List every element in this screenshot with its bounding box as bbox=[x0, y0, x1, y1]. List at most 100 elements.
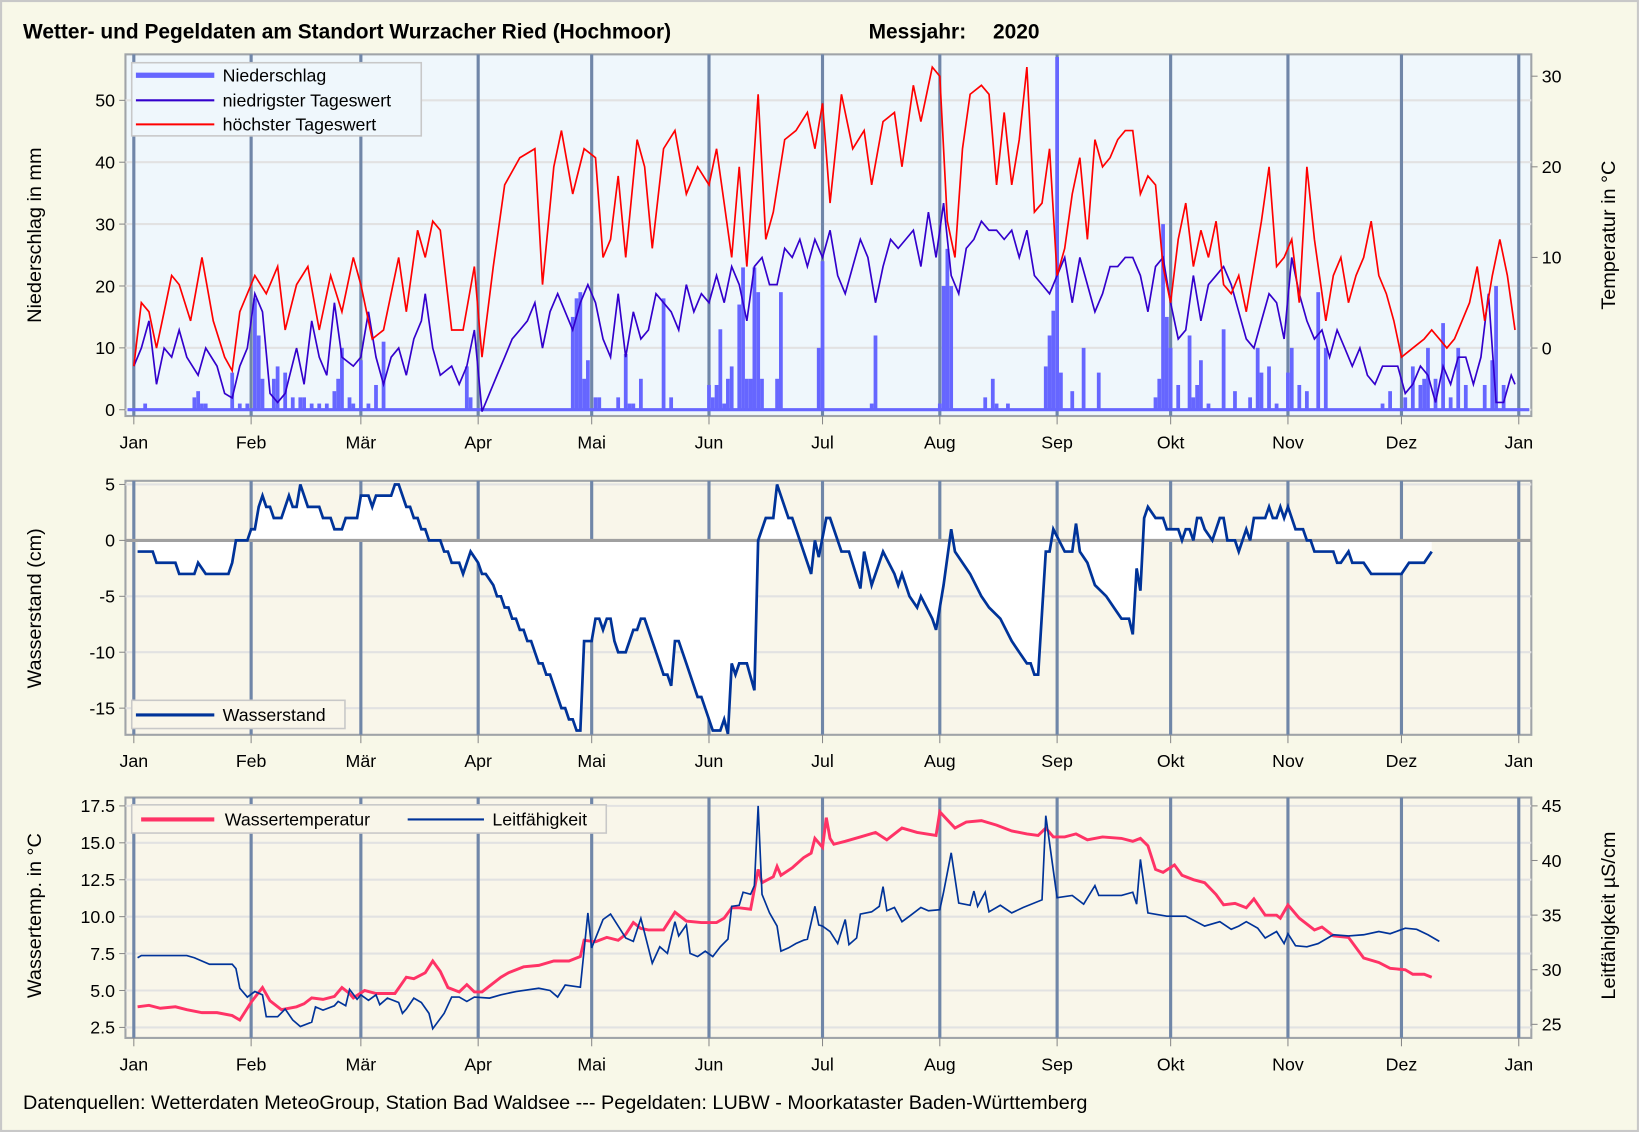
x-tick-label: Nov bbox=[1272, 1054, 1304, 1074]
legend-label: Wasserstand bbox=[223, 705, 326, 725]
x-tick-label: Jul bbox=[811, 1054, 834, 1074]
precip-bar bbox=[374, 384, 378, 410]
x-tick-label: Okt bbox=[1157, 1054, 1185, 1074]
precip-bar bbox=[1195, 384, 1200, 410]
precip-bar bbox=[744, 378, 749, 410]
y-tick-label: 12.5 bbox=[80, 870, 115, 890]
chart-title: Wetter- und Pegeldaten am Standort Wurza… bbox=[23, 21, 671, 44]
precip-bar bbox=[941, 285, 946, 410]
y2-tick-label: 0 bbox=[1542, 338, 1552, 358]
precip-bar bbox=[729, 366, 734, 410]
precip-bar bbox=[1403, 397, 1408, 410]
precip-bar bbox=[726, 378, 730, 410]
precip-bar bbox=[1047, 335, 1052, 410]
precip-bar bbox=[192, 397, 197, 410]
water-level-panel: 5 0 -5 -10 -15 Jan Feb Mär Apr Mai Jun Jul Aug Sep Okt… bbox=[24, 475, 1533, 771]
precip-bar bbox=[200, 403, 204, 410]
precip-bar bbox=[1448, 397, 1453, 410]
precip-bar bbox=[260, 378, 265, 410]
precip-bar bbox=[290, 397, 295, 410]
precip-bar bbox=[237, 403, 242, 410]
precip-bar bbox=[1289, 347, 1294, 410]
y-tick-label: 5 bbox=[105, 475, 115, 495]
x-tick-label: Jun bbox=[695, 751, 724, 771]
y2-tick-label: 20 bbox=[1542, 157, 1562, 177]
y2-tick-label: 25 bbox=[1542, 1015, 1562, 1035]
precip-bar bbox=[714, 384, 719, 410]
precip-bar bbox=[816, 347, 821, 410]
precip-bar bbox=[143, 403, 148, 410]
x-tick-label: Mai bbox=[577, 751, 606, 771]
y-tick-label: 40 bbox=[95, 152, 115, 172]
weather-panel: 0 10 20 30 40 50 0 10 20 30 Jan Feb Mär Apr Mai Jun Jul A… bbox=[24, 53, 1620, 452]
precip-bar bbox=[302, 397, 306, 410]
legend-label: Niederschlag bbox=[223, 66, 327, 86]
x-tick-label: Apr bbox=[464, 1054, 492, 1074]
precip-bar bbox=[937, 403, 942, 410]
x-tick-label: Jan bbox=[120, 432, 149, 452]
x-tick-label: Mai bbox=[577, 1054, 606, 1074]
y-tick-label: 0 bbox=[105, 531, 115, 551]
precip-bar bbox=[1286, 372, 1290, 410]
precip-bar bbox=[760, 378, 764, 410]
year-value: 2020 bbox=[993, 21, 1039, 44]
x-tick-label: Sep bbox=[1041, 432, 1073, 452]
precip-bar bbox=[1164, 316, 1169, 410]
precip-bar bbox=[1490, 360, 1495, 410]
y-tick-label: -5 bbox=[99, 587, 115, 607]
precip-bar bbox=[1006, 403, 1010, 410]
precip-bar bbox=[737, 304, 742, 410]
precip-bar bbox=[358, 360, 363, 410]
y-tick-label: 2.5 bbox=[90, 1018, 115, 1038]
precip-bar bbox=[1233, 391, 1237, 410]
precip-bar bbox=[381, 341, 386, 410]
precip-bar bbox=[256, 335, 261, 410]
y-tick-label: 17.5 bbox=[80, 796, 115, 816]
precip-bar bbox=[638, 378, 643, 410]
x-tick-label: Feb bbox=[236, 1054, 267, 1074]
water-temperature-line bbox=[137, 808, 1433, 1023]
legend-label: niedrigster Tageswert bbox=[223, 91, 391, 111]
x-tick-label: Jun bbox=[695, 1054, 724, 1074]
precip-bar bbox=[707, 384, 711, 410]
precip-bar bbox=[1206, 403, 1211, 410]
x-tick-label: Nov bbox=[1272, 432, 1304, 452]
precip-bar bbox=[669, 397, 674, 410]
x-tick-label: Jan bbox=[1504, 1054, 1533, 1074]
x-tick-label: Jun bbox=[695, 432, 724, 452]
precip-bar bbox=[309, 403, 314, 410]
x-tick-label: Jul bbox=[811, 432, 834, 452]
precip-bar bbox=[298, 397, 303, 410]
precip-bar bbox=[1482, 384, 1487, 410]
precip-bar bbox=[722, 403, 727, 410]
y-tick-label: 20 bbox=[95, 276, 115, 296]
precip-bar bbox=[1410, 366, 1415, 410]
conductivity-line bbox=[137, 805, 1440, 1031]
y-tick-label: -15 bbox=[89, 698, 115, 718]
data-source-footer: Datenquellen: Wetterdaten MeteoGroup, St… bbox=[23, 1092, 1087, 1114]
precip-bar bbox=[631, 403, 636, 410]
precip-bar bbox=[945, 248, 950, 410]
precip-bar bbox=[1157, 378, 1162, 410]
precip-bar bbox=[1463, 384, 1468, 410]
precip-bar bbox=[230, 372, 235, 410]
y-axis-label: Niederschlag in mm bbox=[24, 148, 46, 323]
x-tick-label: Dez bbox=[1386, 751, 1418, 771]
water-level-line bbox=[137, 483, 1433, 735]
precip-bar bbox=[820, 261, 825, 410]
legend-label: höchster Tageswert bbox=[223, 115, 377, 135]
y2-tick-label: 45 bbox=[1542, 796, 1562, 816]
precip-bar bbox=[196, 391, 201, 410]
precip-bar bbox=[1168, 347, 1173, 410]
x-tick-label: Apr bbox=[464, 751, 492, 771]
precip-bar bbox=[468, 397, 473, 410]
precip-bar bbox=[336, 378, 341, 410]
y-tick-label: -10 bbox=[89, 643, 115, 663]
precip-bar bbox=[1297, 384, 1302, 410]
precip-bar bbox=[347, 397, 352, 410]
x-tick-label: Aug bbox=[924, 432, 956, 452]
y-tick-label: 15.0 bbox=[80, 833, 115, 853]
y2-tick-label: 30 bbox=[1542, 66, 1562, 86]
precip-bar bbox=[1161, 224, 1165, 410]
